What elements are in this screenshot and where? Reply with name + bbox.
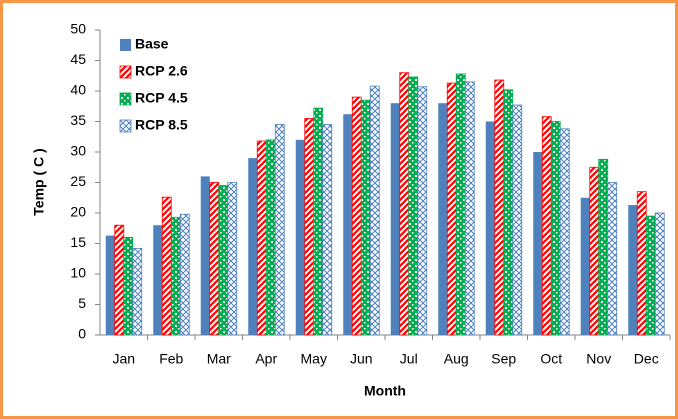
bar [170, 216, 181, 336]
bar [322, 124, 333, 336]
bar [654, 212, 665, 336]
bar [200, 176, 210, 335]
legend-label: RCP 4.5 [135, 90, 188, 106]
bar [464, 81, 475, 336]
x-tick-label: Feb [159, 351, 183, 367]
bar [559, 128, 570, 336]
bar [360, 99, 371, 336]
x-tick-label: Jun [350, 351, 373, 367]
bar [179, 213, 190, 336]
bar [343, 114, 353, 336]
legend-swatch [119, 92, 132, 106]
bar [399, 72, 410, 336]
bar [105, 235, 115, 335]
legend-swatch [119, 65, 132, 79]
y-tick-label: 0 [78, 326, 86, 342]
bar [274, 124, 285, 336]
x-tick-label: Jul [400, 351, 418, 367]
bar [503, 89, 514, 336]
bar [351, 96, 362, 336]
legend-label: RCP 2.6 [135, 63, 188, 79]
bar [209, 182, 220, 336]
bar [485, 121, 495, 335]
bar [295, 139, 305, 335]
bar [123, 236, 134, 336]
bar [408, 76, 419, 336]
x-tick-label: Aug [444, 351, 469, 367]
x-axis-title: Month [364, 383, 406, 399]
y-tick-label: 45 [70, 51, 86, 67]
bar [438, 103, 448, 335]
legend-swatch [119, 119, 132, 133]
x-tick-label: Dec [634, 351, 659, 367]
bar [153, 225, 163, 335]
bar [636, 191, 647, 336]
x-tick-label: Jan [112, 351, 135, 367]
bar [589, 166, 600, 336]
bar [161, 196, 172, 336]
bar [533, 152, 543, 335]
x-tick-label: May [301, 351, 327, 367]
y-tick-label: 35 [70, 112, 86, 128]
bar [369, 85, 380, 336]
bar [598, 158, 609, 336]
bar [248, 158, 258, 335]
bar [390, 103, 400, 335]
y-tick-label: 50 [70, 21, 86, 37]
bar [256, 140, 267, 336]
bar [265, 139, 276, 336]
bar [313, 107, 324, 336]
bar [628, 205, 638, 335]
y-tick-label: 10 [70, 265, 86, 281]
bar [645, 215, 656, 336]
bar [132, 247, 143, 336]
x-tick-label: Sep [491, 351, 516, 367]
x-tick-label: Nov [586, 351, 611, 367]
legend-label: Base [135, 36, 169, 52]
y-tick-label: 5 [78, 295, 86, 311]
x-tick-label: Mar [207, 351, 231, 367]
x-tick-label: Apr [255, 351, 277, 367]
legend-swatch [120, 39, 131, 51]
y-tick-label: 25 [70, 173, 86, 189]
bar [227, 182, 238, 336]
x-tick-label: Oct [540, 351, 562, 367]
bar [607, 182, 618, 336]
bar [494, 79, 505, 336]
y-tick-label: 15 [70, 234, 86, 250]
bar [580, 197, 590, 335]
bar [417, 86, 428, 336]
y-tick-label: 30 [70, 143, 86, 159]
y-tick-label: 20 [70, 204, 86, 220]
bar [218, 185, 229, 336]
bar [512, 104, 523, 336]
bar [550, 121, 561, 336]
bar [114, 224, 125, 336]
legend-label: RCP 8.5 [135, 117, 188, 133]
bar [541, 116, 552, 336]
y-axis-title: Temp ( C ) [31, 148, 47, 215]
bar [304, 118, 315, 336]
bar [446, 82, 457, 336]
bar [455, 73, 466, 336]
y-tick-label: 40 [70, 82, 86, 98]
